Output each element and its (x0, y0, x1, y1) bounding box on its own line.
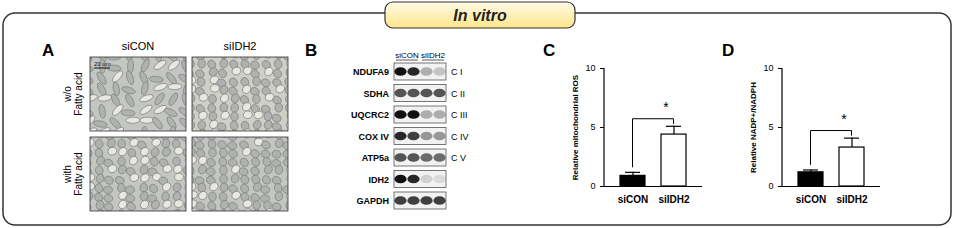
svg-text:Relative mitochondrial ROS: Relative mitochondrial ROS (571, 74, 580, 180)
svg-text:SDHA: SDHA (363, 89, 389, 99)
svg-text:A: A (42, 41, 54, 60)
svg-text:NDUFA9: NDUFA9 (353, 67, 389, 77)
svg-text:COX IV: COX IV (358, 132, 389, 142)
svg-text:siIDH2: siIDH2 (223, 40, 256, 52)
svg-text:*: * (663, 99, 669, 115)
svg-text:GAPDH: GAPDH (356, 196, 389, 206)
svg-text:siCON: siCON (796, 194, 827, 205)
svg-text:D: D (722, 41, 734, 60)
svg-text:siIDH2: siIDH2 (836, 194, 868, 205)
svg-text:siIDH2: siIDH2 (421, 51, 446, 60)
svg-text:10: 10 (763, 63, 773, 73)
svg-text:C I: C I (451, 67, 463, 77)
svg-text:0: 0 (590, 181, 595, 191)
svg-text:C IV: C IV (451, 132, 469, 142)
svg-text:siCON: siCON (618, 194, 649, 205)
svg-text:siCON: siCON (122, 40, 154, 52)
svg-text:ATP5a: ATP5a (362, 153, 390, 163)
svg-text:C: C (543, 41, 555, 60)
svg-text:*: * (841, 111, 847, 127)
svg-text:Relative NADP+/NADPH: Relative NADP+/NADPH (749, 82, 758, 173)
svg-text:20 um: 20 um (94, 61, 111, 67)
svg-text:siCON: siCON (395, 51, 419, 60)
svg-text:10: 10 (585, 63, 595, 73)
svg-text:UQCRC2: UQCRC2 (351, 110, 389, 120)
svg-text:C II: C II (451, 89, 465, 99)
svg-text:B: B (305, 41, 317, 60)
svg-text:w/oFatty acid: w/oFatty acid (62, 72, 84, 115)
svg-text:C V: C V (451, 153, 466, 163)
svg-text:withFatty acid: withFatty acid (62, 152, 84, 195)
svg-text:In vitro: In vitro (453, 7, 507, 24)
svg-text:IDH2: IDH2 (368, 175, 389, 185)
svg-text:5: 5 (590, 122, 595, 132)
svg-text:5: 5 (768, 122, 773, 132)
svg-text:0: 0 (768, 181, 773, 191)
svg-text:siIDH2: siIDH2 (658, 194, 690, 205)
svg-text:C III: C III (451, 110, 468, 120)
